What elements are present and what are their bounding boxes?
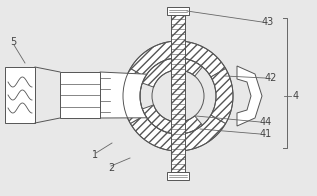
Text: 44: 44 bbox=[260, 117, 272, 127]
Text: 42: 42 bbox=[265, 73, 277, 83]
Text: 4: 4 bbox=[293, 91, 299, 101]
Polygon shape bbox=[123, 68, 145, 123]
Text: 43: 43 bbox=[262, 17, 274, 27]
Polygon shape bbox=[237, 66, 262, 126]
Polygon shape bbox=[100, 72, 147, 118]
Bar bbox=[171, 15, 185, 172]
Text: 2: 2 bbox=[108, 163, 114, 173]
Polygon shape bbox=[130, 41, 226, 77]
Polygon shape bbox=[211, 68, 233, 123]
Bar bbox=[167, 172, 189, 180]
Text: 1: 1 bbox=[92, 150, 98, 160]
Text: 5: 5 bbox=[10, 37, 16, 47]
Polygon shape bbox=[142, 58, 203, 87]
Bar bbox=[60, 72, 100, 118]
Polygon shape bbox=[142, 105, 203, 134]
Polygon shape bbox=[130, 115, 226, 151]
Text: 41: 41 bbox=[260, 129, 272, 139]
Bar bbox=[5, 67, 35, 123]
Bar bbox=[167, 7, 189, 15]
